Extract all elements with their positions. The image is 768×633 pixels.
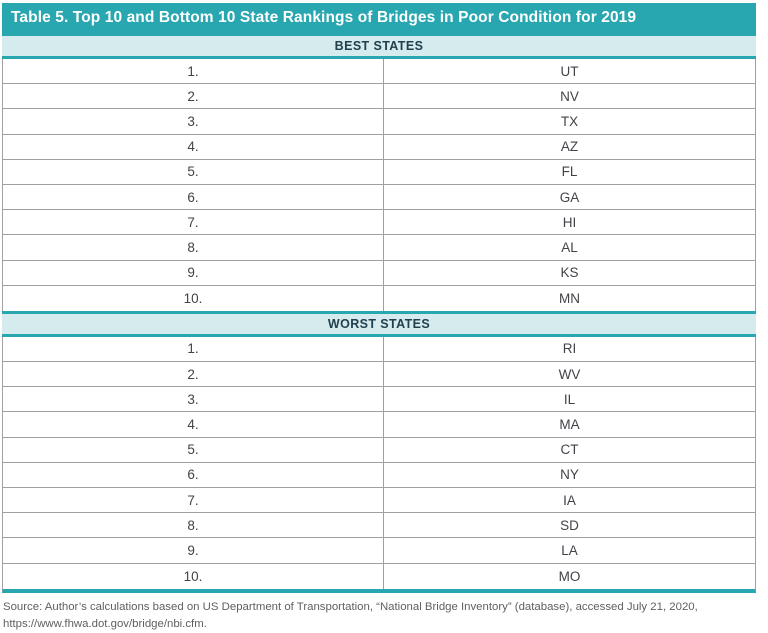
rankings-table-container: Table 5. Top 10 and Bottom 10 State Rank… bbox=[2, 3, 756, 593]
table-row: 8. SD bbox=[3, 513, 755, 539]
source-line-1: Source: Author’s calculations based on U… bbox=[3, 600, 698, 613]
state-cell: WV bbox=[558, 366, 581, 382]
section-header: WORST STATES bbox=[2, 310, 756, 337]
table-row: 5. CT bbox=[3, 437, 755, 463]
state-cell: KS bbox=[560, 265, 579, 281]
state-cell: MO bbox=[558, 568, 581, 584]
rank-cell: 9. bbox=[3, 538, 384, 563]
table-row: 1. UT bbox=[3, 59, 755, 85]
rank-cell: 6. bbox=[3, 462, 384, 487]
rank-cell: 5. bbox=[3, 159, 384, 184]
state-cell: HI bbox=[562, 214, 577, 230]
rank-cell: 5. bbox=[3, 437, 384, 462]
table-row: 9. LA bbox=[3, 538, 755, 564]
source-note: Source: Author’s calculations based on U… bbox=[3, 599, 768, 633]
state-cell: SD bbox=[560, 517, 579, 533]
table-row: 7. HI bbox=[3, 210, 755, 236]
section-header-label: BEST STATES bbox=[334, 39, 424, 53]
table-row: 2. WV bbox=[3, 362, 755, 388]
rank-cell: 3. bbox=[3, 109, 384, 134]
rank-cell: 6. bbox=[3, 184, 384, 210]
table-title: Table 5. Top 10 and Bottom 10 State Rank… bbox=[11, 9, 637, 26]
rank-cell: 2. bbox=[3, 84, 384, 109]
section-header-label: WORST STATES bbox=[327, 316, 431, 331]
state-cell: MA bbox=[559, 417, 580, 433]
state-cell: RI bbox=[562, 341, 577, 357]
rank-cell: 8. bbox=[3, 235, 384, 260]
rank-cell: 1. bbox=[3, 59, 384, 84]
state-cell: MN bbox=[559, 290, 580, 306]
state-cell: AL bbox=[561, 239, 578, 255]
rank-cell: 4. bbox=[3, 412, 384, 437]
rank-cell: 10. bbox=[3, 285, 384, 311]
table-row: 6. GA bbox=[3, 184, 755, 211]
rank-cell: 3. bbox=[3, 387, 384, 412]
rank-cell: 7. bbox=[3, 488, 384, 513]
state-cell: GA bbox=[559, 189, 580, 205]
state-cell: UT bbox=[560, 63, 579, 79]
table-row: 9. KS bbox=[3, 260, 755, 286]
table-row: 5. FL bbox=[3, 159, 755, 185]
rank-cell: 2. bbox=[3, 362, 384, 387]
table-row: 10. MN bbox=[3, 285, 755, 311]
table-row: 3. TX bbox=[3, 109, 755, 135]
rankings-table: BEST STATES 1. UT 2. NV 3. TX 4. AZ 5. FL 6. GA 7. HI 8… bbox=[2, 33, 756, 593]
state-cell: CT bbox=[560, 442, 579, 458]
rank-cell: 8. bbox=[3, 513, 384, 538]
state-cell: NV bbox=[560, 88, 579, 104]
state-cell: IA bbox=[563, 492, 576, 508]
state-cell: NY bbox=[560, 467, 579, 483]
state-cell: IL bbox=[563, 391, 576, 407]
section-header: BEST STATES bbox=[2, 33, 756, 59]
source-line-2: https://www.fhwa.dot.gov/bridge/nbi.cfm. bbox=[3, 617, 207, 630]
rank-cell: 10. bbox=[3, 563, 384, 589]
rank-cell: 9. bbox=[3, 260, 384, 285]
state-cell: FL bbox=[561, 164, 578, 180]
table-row: 6. NY bbox=[3, 462, 755, 488]
table-row: 10. MO bbox=[3, 563, 755, 589]
table-row: 4. AZ bbox=[3, 134, 755, 160]
table-row: 1. RI bbox=[3, 336, 755, 363]
rank-cell: 4. bbox=[3, 134, 384, 159]
table-title-bar: Table 5. Top 10 and Bottom 10 State Rank… bbox=[2, 3, 756, 33]
state-cell: LA bbox=[561, 542, 578, 558]
table-row: 7. IA bbox=[3, 488, 755, 514]
table-row: 8. AL bbox=[3, 235, 755, 261]
state-cell: AZ bbox=[560, 139, 579, 155]
rank-cell: 7. bbox=[3, 210, 384, 235]
table-row: 3. IL bbox=[3, 387, 755, 413]
state-cell: TX bbox=[560, 113, 579, 129]
table-row: 4. MA bbox=[3, 412, 755, 438]
table-row: 2. NV bbox=[3, 84, 755, 110]
rank-cell: 1. bbox=[3, 336, 384, 362]
